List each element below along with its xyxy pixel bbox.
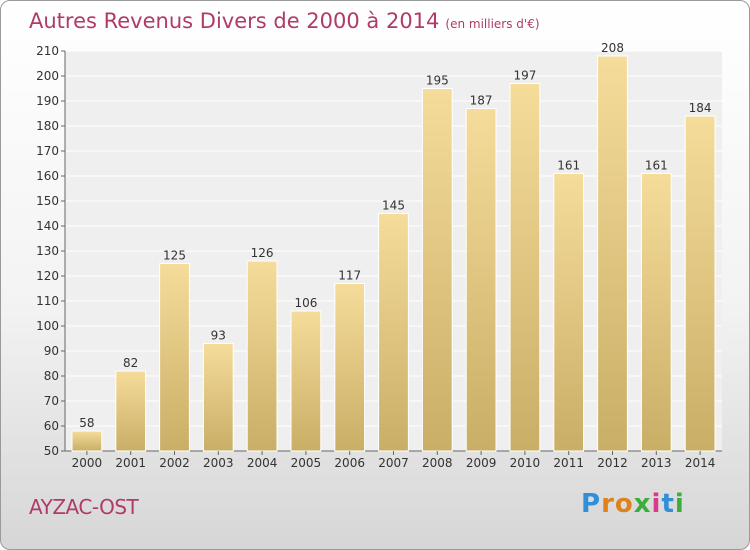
y-tick-label: 90 <box>44 344 59 358</box>
bar <box>509 83 541 452</box>
bar <box>597 55 628 452</box>
y-tick-label: 150 <box>36 194 59 208</box>
x-tick-label: 2000 <box>72 456 103 470</box>
bar <box>159 263 190 452</box>
data-label: 82 <box>123 356 138 370</box>
x-tick-label: 2002 <box>159 456 190 470</box>
bar <box>378 213 409 452</box>
data-label: 184 <box>689 101 712 115</box>
y-tick-label: 190 <box>36 94 59 108</box>
bar <box>71 430 103 452</box>
data-label: 208 <box>601 41 624 55</box>
y-tick-label: 100 <box>36 319 59 333</box>
x-tick-label: 2012 <box>597 456 628 470</box>
logo-letter: r <box>601 489 615 519</box>
bar <box>115 370 147 452</box>
bar <box>421 88 453 452</box>
data-label: 197 <box>513 69 536 83</box>
logo-letter: x <box>633 489 652 519</box>
y-tick-label: 110 <box>36 294 59 308</box>
x-tick-label: 2007 <box>378 456 409 470</box>
logo-letter: i <box>651 489 662 519</box>
bar <box>290 310 322 452</box>
y-tick-label: 130 <box>36 244 59 258</box>
bar <box>684 115 716 452</box>
chart-title: Autres Revenus Divers de 2000 à 2014 (en … <box>29 9 540 33</box>
proxiti-logo: Proxiti <box>581 489 685 519</box>
x-tick-label: 2003 <box>203 456 234 470</box>
logo-letter: P <box>581 489 602 519</box>
bar <box>553 173 585 452</box>
chart-subtitle: (en milliers d'€) <box>445 17 540 31</box>
x-tick-label: 2004 <box>247 456 278 470</box>
bar <box>202 343 234 452</box>
logo-letter: i <box>674 489 685 519</box>
bar <box>640 173 672 452</box>
data-label: 195 <box>426 74 449 88</box>
y-tick-label: 210 <box>36 44 59 58</box>
x-tick-label: 2009 <box>466 456 497 470</box>
bar <box>246 260 278 452</box>
y-tick-label: 200 <box>36 69 59 83</box>
data-label: 106 <box>294 296 317 310</box>
data-label: 161 <box>557 159 580 173</box>
bar <box>334 283 366 452</box>
bar <box>465 108 497 452</box>
place-name: AYZAC-OST <box>29 495 139 519</box>
x-tick-label: 2010 <box>510 456 541 470</box>
x-tick-label: 2013 <box>641 456 672 470</box>
y-tick-label: 120 <box>36 269 59 283</box>
logo-letter: o <box>614 489 634 519</box>
data-label: 93 <box>211 329 226 343</box>
data-label: 117 <box>338 269 361 283</box>
data-label: 187 <box>470 94 493 108</box>
y-tick-label: 160 <box>36 169 59 183</box>
data-label: 145 <box>382 199 405 213</box>
x-tick-label: 2006 <box>334 456 365 470</box>
x-tick-label: 2005 <box>291 456 322 470</box>
data-label: 126 <box>251 246 274 260</box>
x-tick-label: 2008 <box>422 456 453 470</box>
y-tick-label: 50 <box>44 444 59 458</box>
y-tick-label: 80 <box>44 369 59 383</box>
logo-letter: t <box>661 489 675 519</box>
y-tick-label: 60 <box>44 419 59 433</box>
y-tick-label: 70 <box>44 394 59 408</box>
x-tick-label: 2014 <box>685 456 716 470</box>
y-tick-label: 140 <box>36 219 59 233</box>
chart-title-text: Autres Revenus Divers de 2000 à 2014 <box>29 9 440 33</box>
data-label: 161 <box>645 159 668 173</box>
data-label: 125 <box>163 249 186 263</box>
y-tick-label: 180 <box>36 119 59 133</box>
x-tick-label: 2011 <box>553 456 584 470</box>
data-label: 58 <box>79 416 94 430</box>
x-tick-label: 2001 <box>115 456 146 470</box>
y-tick-label: 170 <box>36 144 59 158</box>
